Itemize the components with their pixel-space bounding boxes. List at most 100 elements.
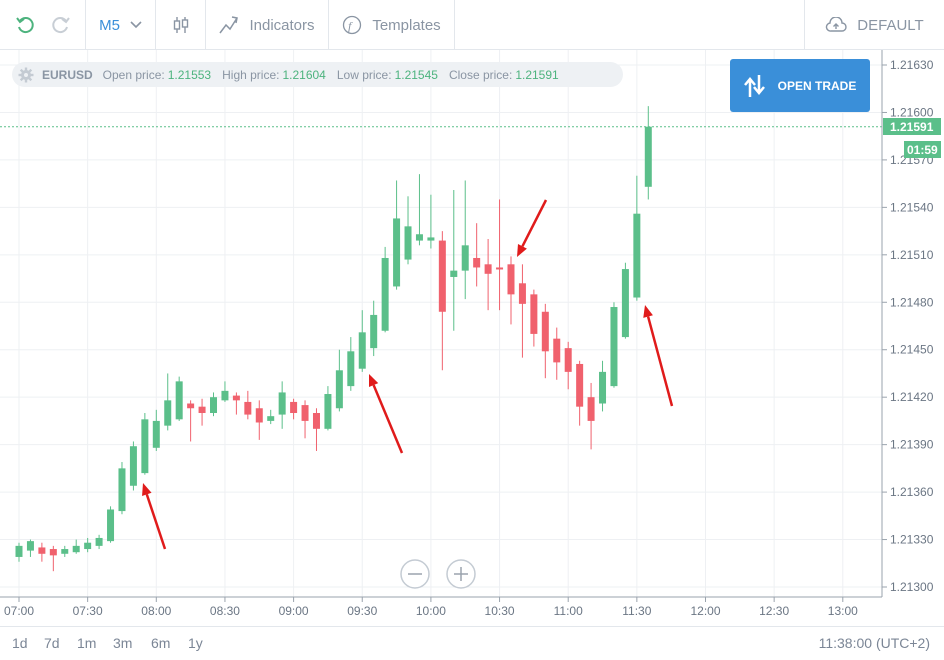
candle-body [152,420,160,448]
candle [507,256,515,325]
zoom-in-button[interactable] [446,559,476,589]
function-icon: f [343,15,362,35]
candle-body [255,408,263,423]
candle [541,303,549,379]
current-price-label: 1.21591 [890,120,934,134]
clock-label: 11:38:00 (UTC+2) [818,635,930,651]
candle-body [38,547,46,554]
zoom-out-button[interactable] [400,559,430,589]
candle [576,360,584,426]
candle-body [633,213,641,298]
x-tick-label: 11:00 [554,604,583,618]
candle [95,534,103,550]
candle-body [518,283,526,304]
arrow-head [369,374,379,387]
candle [484,239,492,311]
candle [301,400,309,439]
x-tick-label: 12:30 [759,604,789,618]
candle-body [301,405,309,421]
candle [415,174,423,246]
candle-body [347,351,355,387]
candle [278,381,286,429]
x-tick-label: 12:00 [690,604,720,618]
candle-body [164,400,172,426]
chart-type-button[interactable] [156,0,206,50]
period-3m[interactable]: 3m [113,635,133,651]
candle-body [473,257,481,268]
candle-body [95,537,103,546]
candle-body [541,311,549,352]
y-tick-label: 1.21630 [890,58,934,72]
period-7d[interactable]: 7d [44,635,60,651]
candlestick-icon [173,17,188,33]
annotation-arrow [142,483,167,550]
period-1d[interactable]: 1d [12,635,28,651]
candle [381,246,389,333]
candle-body [267,416,275,421]
x-tick-label: 07:00 [4,604,34,618]
redo-icon[interactable] [51,15,71,35]
candle-body [450,270,458,277]
candle-body [564,348,572,372]
annotation-arrow [369,374,404,454]
indicators-button[interactable]: Indicators [206,0,329,50]
candle-body [84,542,92,550]
candle [644,106,652,200]
candle-body [553,338,561,363]
candle-body [187,403,195,409]
low-price-label: Low price: [336,67,392,82]
undo-icon[interactable] [15,15,35,35]
history-controls [0,0,86,50]
candle [129,441,137,491]
candle [358,310,366,372]
candle [438,231,446,371]
x-tick-label: 11:30 [622,604,651,618]
candle-body [576,363,584,407]
candle-body [198,406,206,413]
chevron-down-icon [130,21,142,29]
candle [61,545,69,557]
period-1m[interactable]: 1m [77,635,97,651]
candle [599,360,607,412]
candle-body [415,234,423,241]
candle-body [312,413,320,429]
candle-body [244,401,252,415]
candle [221,381,229,402]
candle-body [107,509,115,542]
x-tick-label: 08:00 [141,604,171,618]
countdown-label: 01:59 [907,143,938,157]
candle-body [324,394,332,429]
cloud-upload-icon [826,17,847,32]
current-price-tag: 1.21591 01:59 [883,118,941,158]
candle [553,327,561,380]
timeframe-select[interactable]: M5 [86,0,156,50]
candle [84,537,92,553]
y-tick-label: 1.21390 [890,438,934,452]
candle [232,392,240,415]
x-tick-label: 10:30 [485,604,515,618]
ohlc-info-bar: EURUSD Open price: 1.21553 High price: 1… [12,62,623,87]
y-tick-label: 1.21600 [890,105,934,119]
gear-icon[interactable] [18,67,34,83]
close-price-value: 1.21591 [515,67,559,82]
candle [118,462,126,515]
x-tick-label: 07:30 [73,604,103,618]
svg-text:f: f [348,19,353,33]
x-tick-label: 09:00 [279,604,309,618]
period-1y[interactable]: 1y [188,635,203,651]
candle-body [129,446,137,486]
candle [404,196,412,265]
templates-button[interactable]: f Templates [329,0,455,50]
y-axis-ticks: 1.216301.216001.215701.215401.215101.214… [882,58,934,594]
layout-default-button[interactable]: DEFAULT [804,0,944,50]
y-tick-label: 1.21420 [890,390,934,404]
period-6m[interactable]: 6m [151,635,171,651]
candle-body [141,419,149,474]
candle [38,542,46,562]
candle [255,400,263,440]
annotation-arrow [517,199,548,257]
y-tick-label: 1.21300 [890,580,934,594]
arrow-head [517,244,527,257]
open-trade-button[interactable]: OPEN TRADE [730,59,870,112]
